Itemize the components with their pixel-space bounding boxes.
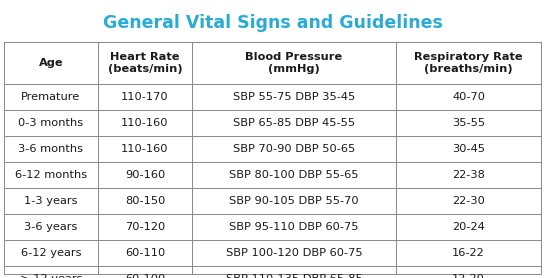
- Text: SBP 65-85 DBP 45-55: SBP 65-85 DBP 45-55: [233, 118, 355, 128]
- Text: Premature: Premature: [21, 92, 81, 102]
- Text: > 12 years: > 12 years: [20, 274, 82, 278]
- Text: Age: Age: [39, 58, 63, 68]
- Text: 30-45: 30-45: [452, 144, 485, 154]
- Text: 60-100: 60-100: [125, 274, 165, 278]
- Text: SBP 90-105 DBP 55-70: SBP 90-105 DBP 55-70: [229, 196, 359, 206]
- Text: 6-12 months: 6-12 months: [15, 170, 87, 180]
- Text: SBP 100-120 DBP 60-75: SBP 100-120 DBP 60-75: [226, 248, 362, 258]
- Text: 3-6 years: 3-6 years: [25, 222, 78, 232]
- Text: SBP 55-75 DBP 35-45: SBP 55-75 DBP 35-45: [233, 92, 355, 102]
- Text: 80-150: 80-150: [125, 196, 165, 206]
- Text: 0-3 months: 0-3 months: [19, 118, 83, 128]
- Text: 60-110: 60-110: [125, 248, 165, 258]
- Text: Respiratory Rate
(breaths/min): Respiratory Rate (breaths/min): [414, 52, 523, 74]
- Text: 110-160: 110-160: [121, 118, 169, 128]
- Text: General Vital Signs and Guidelines: General Vital Signs and Guidelines: [102, 14, 443, 32]
- Text: Heart Rate
(beats/min): Heart Rate (beats/min): [108, 52, 182, 74]
- Text: 35-55: 35-55: [452, 118, 485, 128]
- Text: 20-24: 20-24: [452, 222, 485, 232]
- Text: SBP 70-90 DBP 50-65: SBP 70-90 DBP 50-65: [233, 144, 355, 154]
- Text: 110-160: 110-160: [121, 144, 169, 154]
- Text: SBP 80-100 DBP 55-65: SBP 80-100 DBP 55-65: [229, 170, 359, 180]
- Text: 90-160: 90-160: [125, 170, 165, 180]
- Text: 70-120: 70-120: [125, 222, 165, 232]
- Text: 16-22: 16-22: [452, 248, 485, 258]
- Text: 22-38: 22-38: [452, 170, 485, 180]
- Text: 110-170: 110-170: [121, 92, 169, 102]
- Text: 6-12 years: 6-12 years: [21, 248, 81, 258]
- Text: SBP 110-135 DBP 65-85: SBP 110-135 DBP 65-85: [226, 274, 362, 278]
- Text: SBP 95-110 DBP 60-75: SBP 95-110 DBP 60-75: [229, 222, 359, 232]
- Text: 3-6 months: 3-6 months: [19, 144, 83, 154]
- Text: 1-3 years: 1-3 years: [24, 196, 78, 206]
- Text: 40-70: 40-70: [452, 92, 485, 102]
- Text: 12-20: 12-20: [452, 274, 485, 278]
- Text: 22-30: 22-30: [452, 196, 485, 206]
- Text: Blood Pressure
(mmHg): Blood Pressure (mmHg): [245, 52, 343, 74]
